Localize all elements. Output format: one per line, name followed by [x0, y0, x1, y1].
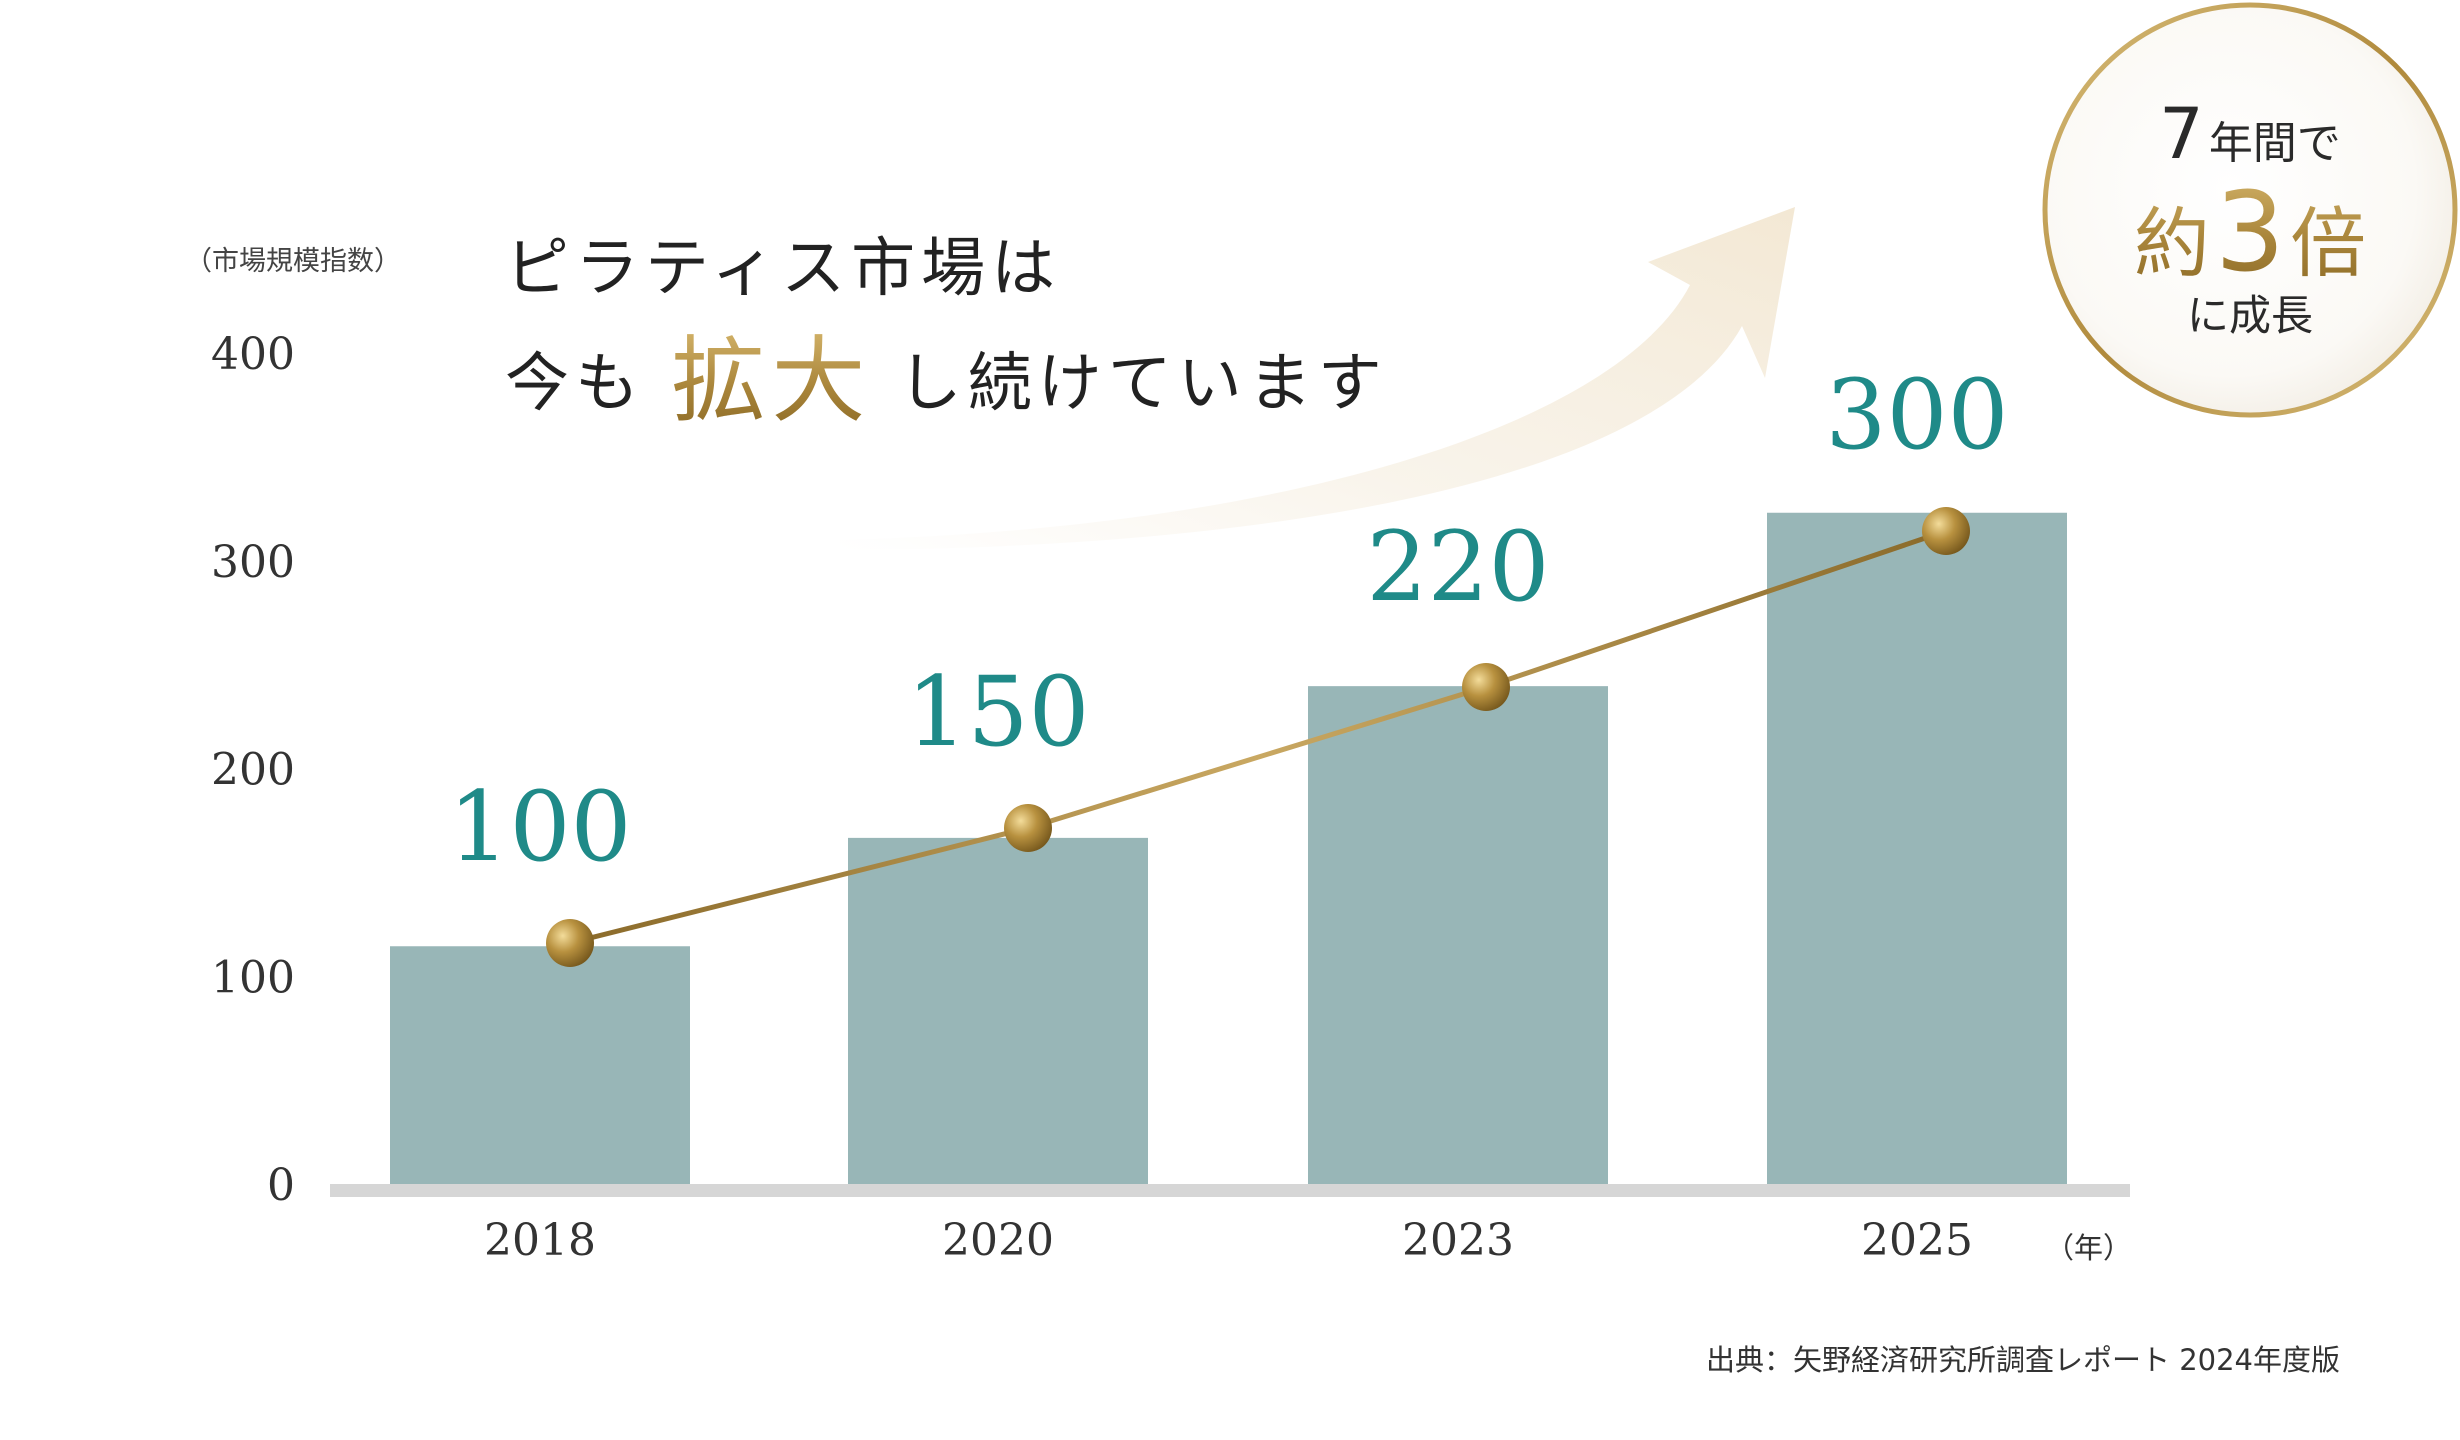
badge-line2-number: 3	[2215, 168, 2285, 296]
value-label: 220	[1366, 511, 1549, 623]
badge-circle	[2042, 2, 2458, 418]
bar	[390, 946, 690, 1184]
badge-line1: 7 年間で	[2159, 93, 2341, 175]
x-tick-label: 2020	[942, 1215, 1054, 1266]
trend-marker	[1922, 507, 1970, 555]
badge-line1-number: 7	[2159, 93, 2204, 175]
bars	[390, 512, 2067, 1184]
value-label: 150	[906, 656, 1089, 768]
bar	[1308, 686, 1608, 1184]
value-label: 300	[1825, 359, 2008, 471]
value-label: 100	[448, 771, 631, 883]
y-tick-label: 0	[267, 1160, 295, 1211]
headline-line2: 今も 拡大 し続けています	[505, 327, 1388, 436]
trend-polyline	[569, 528, 1947, 946]
headline-line2-after: し続けています	[898, 347, 1388, 421]
growth-arrow-icon	[840, 207, 1795, 550]
headline-emphasis: 拡大	[671, 327, 871, 436]
trend-marker	[1004, 804, 1052, 852]
source-note: 出典：矢野経済研究所調査レポート 2024年度版	[1706, 1343, 2340, 1377]
headline-line2-before: 今も	[505, 347, 645, 421]
bar	[1767, 512, 2067, 1184]
y-tick-label: 100	[211, 952, 295, 1003]
x-axis-ticks: 2018 2020 2023 2025	[484, 1215, 1973, 1266]
badge-line2-suffix: 倍	[2290, 199, 2366, 288]
badge-line2-prefix: 約	[2134, 199, 2210, 288]
x-axis-label: （年）	[2045, 1231, 2132, 1265]
x-tick-label: 2025	[1861, 1215, 1973, 1266]
bar	[848, 837, 1148, 1184]
y-axis-label: （市場規模指数）	[185, 246, 401, 277]
badge-line2: 約 3 倍	[2134, 168, 2366, 296]
y-tick-label: 400	[211, 329, 295, 380]
y-axis-ticks: 0 100 200 300 400	[211, 329, 295, 1211]
x-tick-label: 2023	[1402, 1215, 1514, 1266]
trend-line	[546, 507, 1970, 967]
y-tick-label: 200	[211, 745, 295, 796]
trend-marker	[546, 919, 594, 967]
x-tick-label: 2018	[484, 1215, 596, 1266]
y-tick-label: 300	[211, 537, 295, 588]
value-labels: 100 150 220 300	[448, 359, 2008, 883]
headline-line1: ピラティス市場は	[505, 232, 1061, 306]
badge-line3: に成長	[2187, 291, 2313, 340]
badge-line1-text: 年間で	[2209, 118, 2341, 169]
growth-badge: 7 年間で 約 3 倍 に成長	[2042, 2, 2458, 418]
x-axis-baseline	[330, 1184, 2130, 1197]
trend-marker	[1462, 663, 1510, 711]
